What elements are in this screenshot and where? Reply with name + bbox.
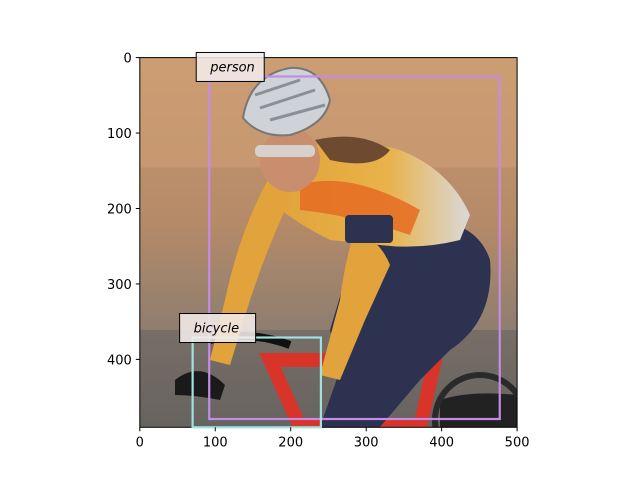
x-tick-label: 300 (354, 435, 379, 450)
axes-frame (139, 57, 518, 428)
person-label: person (209, 60, 255, 75)
x-tick-label: 500 (505, 435, 530, 450)
photo (139, 57, 518, 428)
y-tick-label: 300 (107, 278, 132, 293)
x-tick-label: 0 (136, 435, 144, 450)
x-tick-label: 200 (278, 435, 303, 450)
rider-face (260, 128, 320, 192)
bicycle-bounding-box (191, 336, 323, 429)
x-tick-label: 100 (203, 435, 228, 450)
bicycle-label-box (179, 313, 257, 344)
y-tick-label: 400 (107, 353, 132, 368)
y-axis: 0 100 200 300 400 (107, 52, 140, 368)
detection-boxes: person bicycle (179, 51, 501, 429)
bicycle-label: bicycle (194, 322, 239, 337)
person-bounding-box (208, 75, 501, 421)
rider-arm-right (320, 230, 390, 380)
person-label-box (195, 51, 265, 82)
y-tick-label: 100 (107, 127, 132, 142)
y-tick-label: 0 (124, 52, 132, 67)
x-tick-label: 400 (429, 435, 454, 450)
x-axis: 0 100 200 300 400 500 (136, 427, 530, 450)
y-tick-label: 200 (107, 202, 132, 217)
